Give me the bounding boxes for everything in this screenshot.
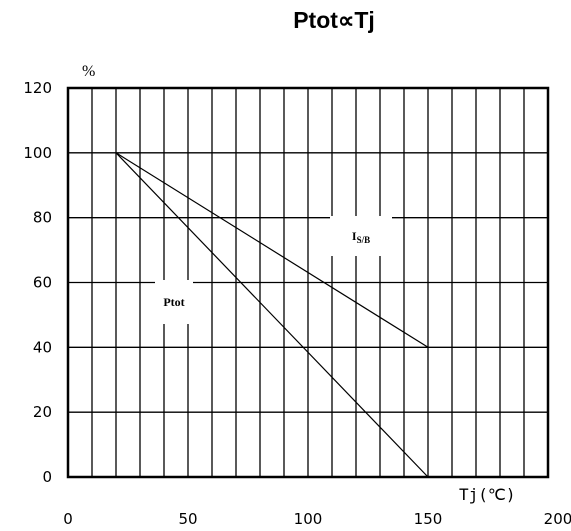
x-tick-label: 200 [544, 510, 571, 528]
x-tick-label: 0 [63, 510, 73, 528]
tick-labels: 0 20 40 60 80 100 120 0 50 100 150 200 [23, 79, 571, 528]
x-tick-label: 150 [414, 510, 443, 528]
x-tick-label: 100 [294, 510, 323, 528]
y-tick-label: 0 [42, 468, 52, 486]
x-axis-label: Tj(℃) [459, 485, 516, 504]
y-axis-label: % [82, 63, 95, 80]
chart-title: Ptot∝Tj [293, 7, 375, 33]
grid [68, 88, 548, 477]
y-tick-label: 20 [33, 403, 52, 421]
y-tick-label: 40 [33, 338, 52, 356]
y-tick-label: 80 [33, 209, 52, 227]
y-tick-label: 120 [23, 79, 52, 97]
y-tick-label: 100 [23, 144, 52, 162]
x-tick-label: 50 [178, 510, 197, 528]
series-label: Ptot [163, 295, 184, 309]
y-tick-label: 60 [33, 274, 52, 292]
